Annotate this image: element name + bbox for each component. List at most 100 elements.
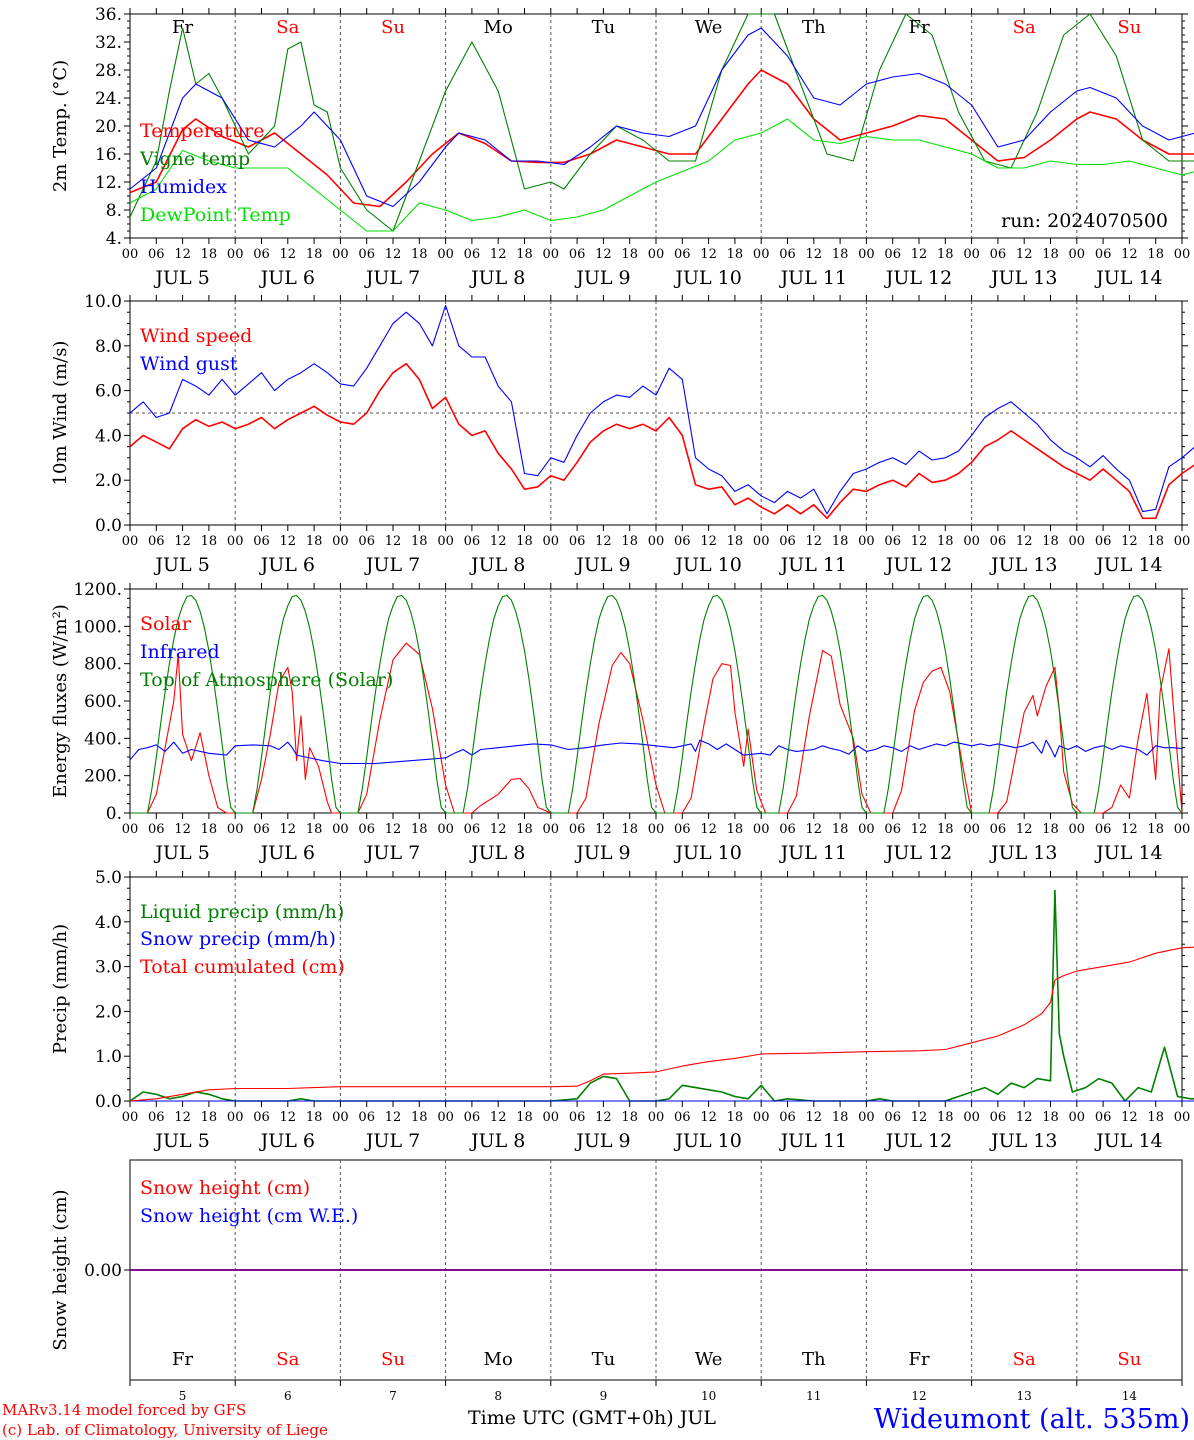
hour-tick-label: 12 <box>806 247 823 262</box>
hour-tick-label: 12 <box>700 1110 717 1125</box>
date-label: JUL 12 <box>884 842 952 864</box>
hour-tick-label: 00 <box>1174 534 1191 549</box>
day-of-week-label: Fr <box>172 1349 193 1370</box>
hour-tick-label: 06 <box>674 822 691 837</box>
legend-entry: Liquid precip (mm/h) <box>140 901 344 923</box>
y-tick-label: 32. <box>95 33 122 53</box>
legend-entry: DewPoint Temp <box>140 204 291 226</box>
series-line <box>129 69 1194 208</box>
hour-tick-label: 12 <box>911 1110 928 1125</box>
hour-tick-label: 18 <box>621 247 638 262</box>
day-number-label: 6 <box>284 1389 292 1403</box>
date-label: JUL 10 <box>673 267 741 289</box>
date-label: JUL 6 <box>259 842 315 864</box>
date-label: JUL 9 <box>574 554 630 576</box>
date-label: JUL 13 <box>989 1130 1057 1152</box>
hour-tick-label: 18 <box>201 534 218 549</box>
hour-tick-label: 06 <box>1095 1110 1112 1125</box>
hour-tick-label: 00 <box>122 1110 139 1125</box>
day-of-week-label: Mo <box>484 17 513 38</box>
hour-tick-label: 18 <box>201 1110 218 1125</box>
hour-tick-label: 00 <box>1069 534 1086 549</box>
hour-tick-label: 18 <box>516 534 533 549</box>
hour-tick-label: 18 <box>621 1110 638 1125</box>
y-tick-label: 36. <box>95 5 122 25</box>
hour-tick-label: 00 <box>543 1110 560 1125</box>
hour-tick-label: 18 <box>306 534 323 549</box>
hour-tick-label: 00 <box>1069 247 1086 262</box>
date-label: JUL 14 <box>1094 554 1162 576</box>
hour-tick-label: 18 <box>832 534 849 549</box>
legend-entry: Infrared <box>140 641 220 663</box>
date-label: JUL 12 <box>884 267 952 289</box>
date-label: JUL 11 <box>779 1130 847 1152</box>
day-of-week-label: Sa <box>1013 17 1036 38</box>
hour-tick-label: 06 <box>1095 534 1112 549</box>
hour-tick-label: 00 <box>858 1110 875 1125</box>
hour-tick-label: 12 <box>595 247 612 262</box>
y-tick-label: 8.0 <box>95 337 122 357</box>
series-line <box>129 118 1194 232</box>
hour-tick-label: 06 <box>779 822 796 837</box>
date-label: JUL 9 <box>574 842 630 864</box>
y-tick-label: 600. <box>84 692 122 712</box>
hour-tick-label: 06 <box>464 534 481 549</box>
hour-tick-label: 12 <box>490 1110 507 1125</box>
date-label: JUL 7 <box>364 267 420 289</box>
y-tick-label: 0.0 <box>95 516 122 536</box>
hour-tick-label: 12 <box>385 822 402 837</box>
y-axis-label: Snow height (cm) <box>50 1189 71 1350</box>
hour-tick-label: 00 <box>1174 822 1191 837</box>
hour-tick-label: 06 <box>674 247 691 262</box>
day-of-week-label: Sa <box>1013 1349 1036 1370</box>
hour-tick-label: 00 <box>332 247 349 262</box>
hour-tick-label: 12 <box>280 247 297 262</box>
hour-tick-label: 18 <box>621 822 638 837</box>
hour-tick-label: 00 <box>437 534 454 549</box>
day-of-week-label: Sa <box>276 1349 299 1370</box>
series-line <box>129 362 1194 520</box>
hour-tick-label: 12 <box>1121 822 1138 837</box>
hour-tick-label: 06 <box>464 822 481 837</box>
day-of-week-label: Th <box>802 17 826 38</box>
model-credit: MARv3.14 model forced by GFS <box>2 1401 246 1419</box>
hour-tick-label: 18 <box>201 822 218 837</box>
date-label: JUL 10 <box>673 842 741 864</box>
hour-tick-label: 06 <box>253 1110 270 1125</box>
hour-tick-label: 12 <box>1121 534 1138 549</box>
hour-tick-label: 06 <box>148 247 165 262</box>
hour-tick-label: 18 <box>727 534 744 549</box>
date-label: JUL 14 <box>1094 1130 1162 1152</box>
hour-tick-label: 06 <box>884 822 901 837</box>
day-number-label: 12 <box>911 1389 926 1403</box>
day-number-label: 5 <box>179 1389 187 1403</box>
hour-tick-label: 06 <box>358 822 375 837</box>
hour-tick-label: 06 <box>569 822 586 837</box>
hour-tick-label: 00 <box>543 534 560 549</box>
date-label: JUL 10 <box>673 554 741 576</box>
hour-tick-label: 00 <box>963 1110 980 1125</box>
hour-tick-label: 12 <box>490 247 507 262</box>
y-tick-label: 200. <box>84 767 122 787</box>
hour-tick-label: 00 <box>332 534 349 549</box>
panel-4: 0.0 1.0 2.0 3.0 4.0 5.0 Precip (mm/h) Liquid pr… <box>50 868 1194 1152</box>
hour-tick-label: 18 <box>937 822 954 837</box>
hour-tick-label: 06 <box>779 247 796 262</box>
hour-tick-label: 12 <box>911 247 928 262</box>
hour-tick-label: 06 <box>148 1110 165 1125</box>
hour-tick-label: 18 <box>411 822 428 837</box>
hour-tick-label: 00 <box>227 822 244 837</box>
date-label: JUL 8 <box>469 267 525 289</box>
y-tick-label: 10.0 <box>84 292 122 312</box>
day-number-label: 7 <box>389 1389 397 1403</box>
y-axis-label: 2m Temp. (°C) <box>50 60 71 192</box>
hour-tick-label: 18 <box>832 1110 849 1125</box>
y-tick-label: 1000. <box>73 617 122 637</box>
day-number-label: 10 <box>701 1389 716 1403</box>
day-of-week-label: Tu <box>592 17 616 38</box>
hour-tick-label: 18 <box>937 534 954 549</box>
hour-tick-label: 12 <box>1121 1110 1138 1125</box>
date-label: JUL 7 <box>364 1130 420 1152</box>
hour-tick-label: 12 <box>911 534 928 549</box>
